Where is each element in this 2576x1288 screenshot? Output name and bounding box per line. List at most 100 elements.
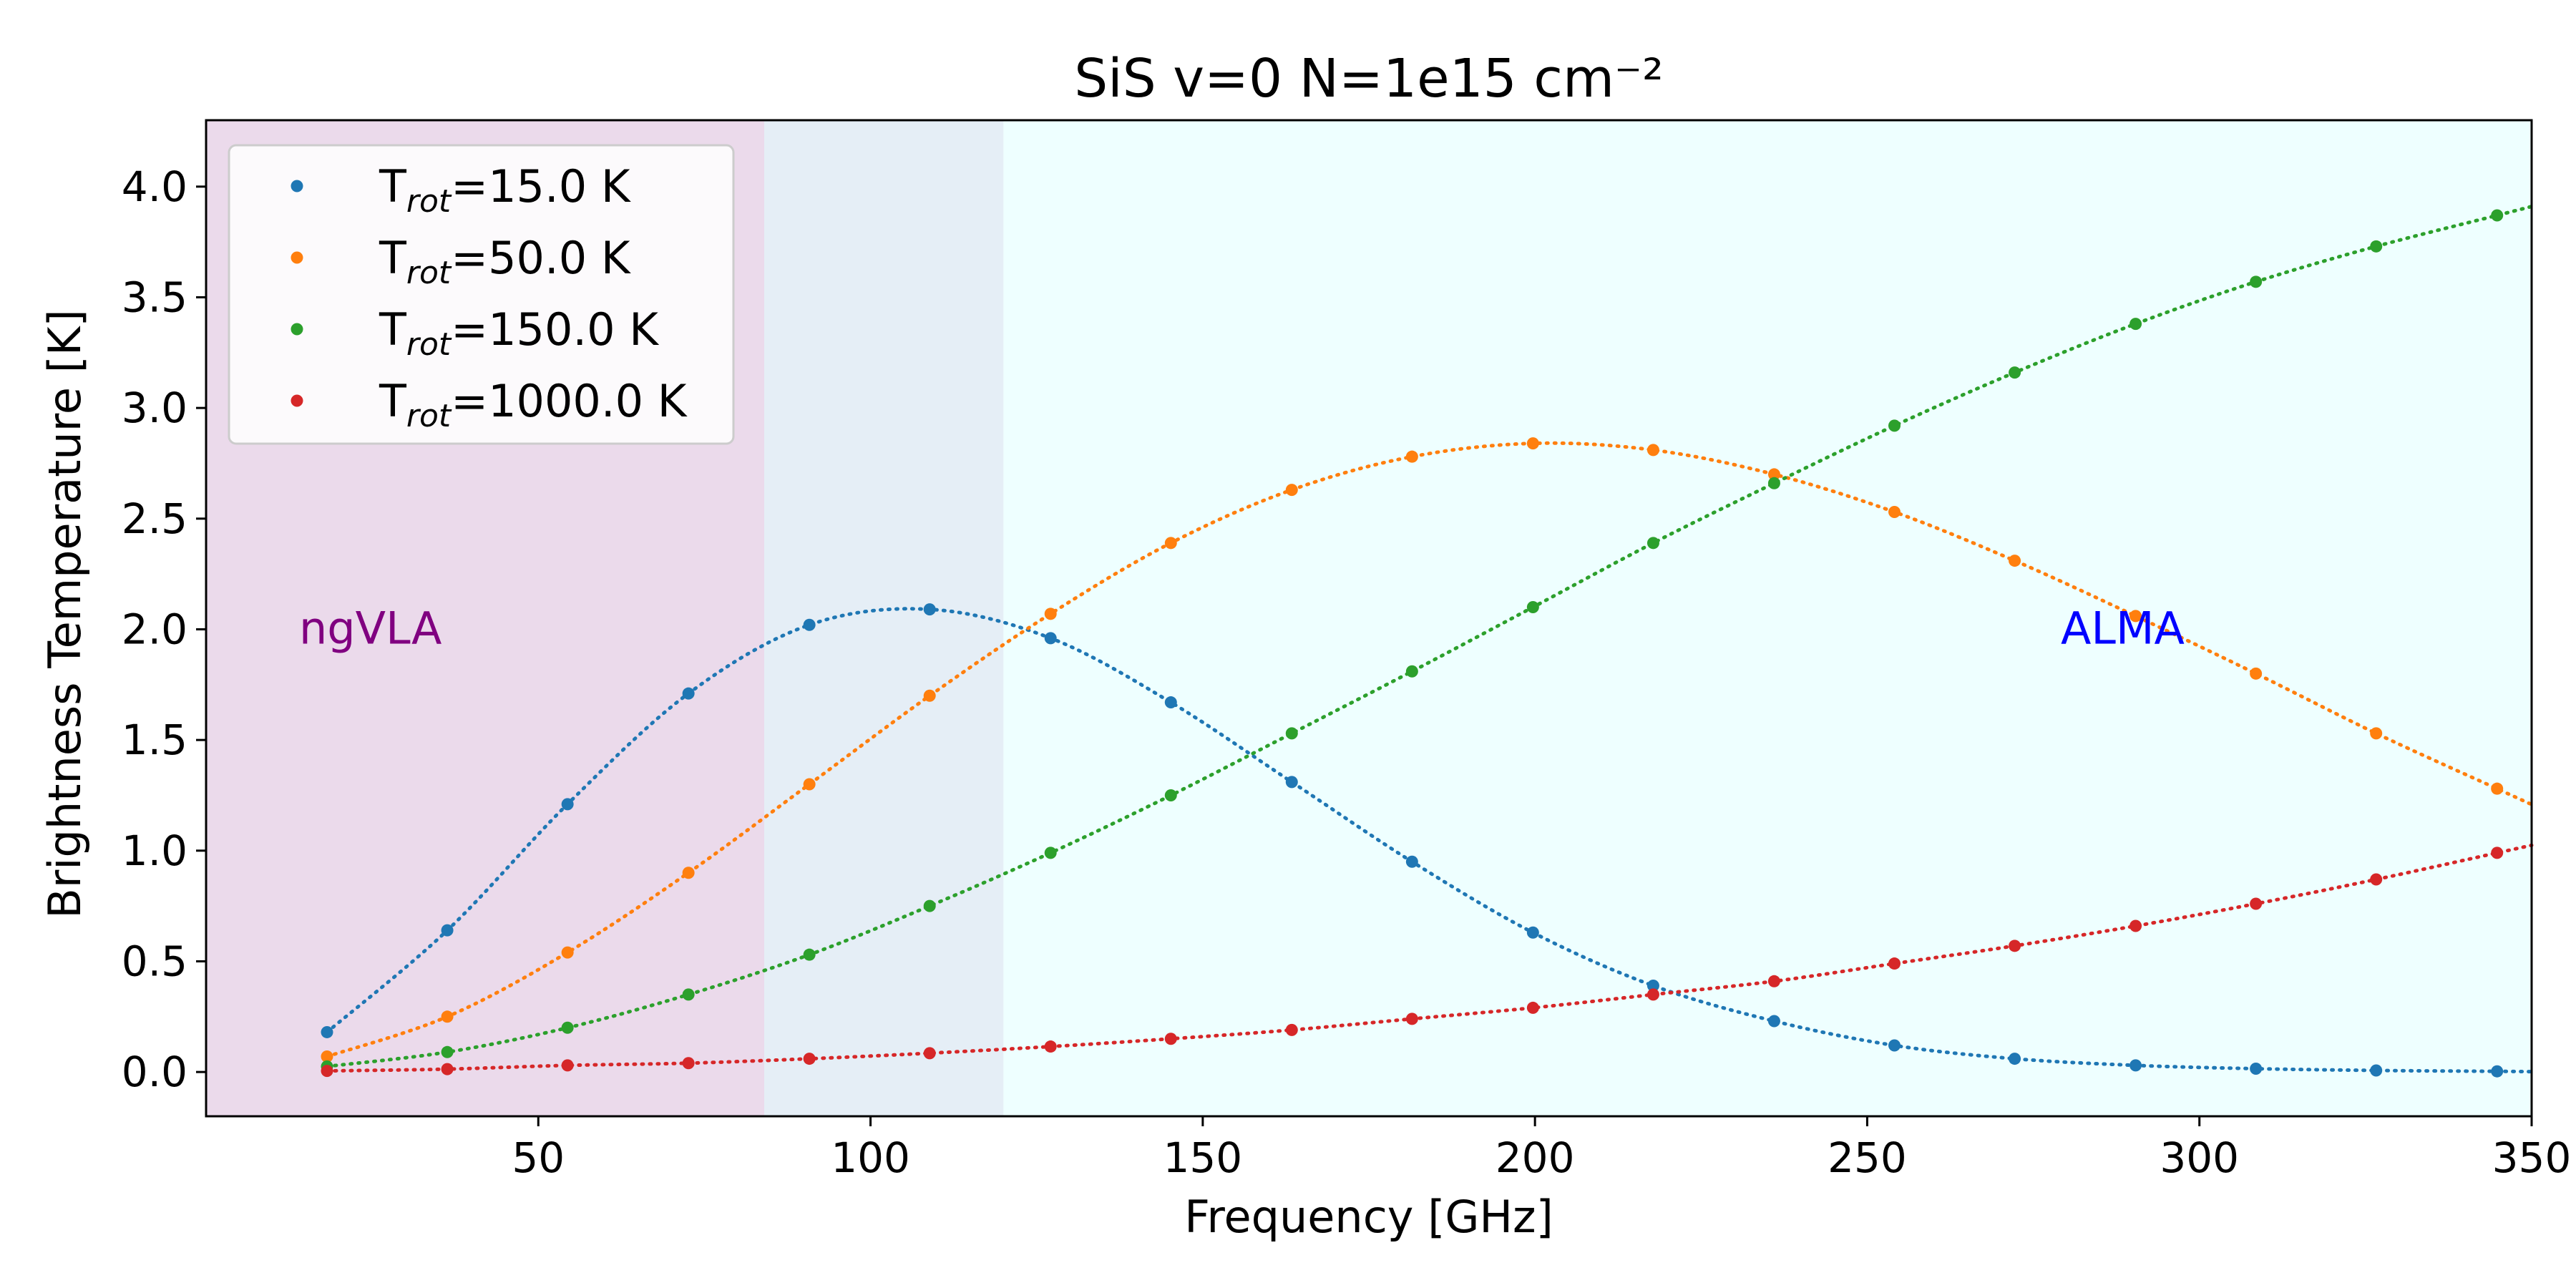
- data-point: [803, 948, 816, 961]
- y-tick-label: 3.0: [122, 384, 187, 432]
- legend: Trot=15.0 K Trot=50.0 K Trot=150.0 K Trot=1…: [228, 144, 735, 445]
- data-point: [441, 924, 454, 937]
- data-point: [682, 1057, 695, 1070]
- data-point: [1405, 1013, 1418, 1025]
- y-tick-label: 2.5: [122, 494, 187, 543]
- data-point: [2491, 782, 2504, 795]
- data-point: [682, 867, 695, 879]
- plot-frame: [205, 119, 2533, 1118]
- data-point: [2250, 275, 2263, 288]
- legend-label: Trot=1000.0 K: [379, 375, 688, 434]
- y-tick-label: 1.0: [122, 826, 187, 875]
- data-point: [923, 1047, 936, 1060]
- y-tick-label: 3.5: [122, 273, 187, 321]
- data-point: [1888, 957, 1901, 970]
- data-point: [2491, 847, 2504, 859]
- data-point: [2370, 727, 2383, 740]
- x-tick-label: 100: [831, 1133, 910, 1182]
- data-point: [441, 1010, 454, 1023]
- legend-label: Trot=15.0 K: [379, 160, 631, 220]
- chart-title: SiS v=0 N=1e15 cm⁻²: [1074, 48, 1664, 109]
- legend-marker: [291, 323, 303, 336]
- data-point: [682, 687, 695, 700]
- data-point: [1767, 468, 1780, 481]
- data-point: [1405, 450, 1418, 463]
- legend-entry: Trot=150.0 K: [291, 303, 659, 363]
- data-point: [923, 603, 936, 616]
- data-point: [1164, 537, 1177, 550]
- data-point: [2009, 366, 2021, 379]
- legend-entry: Trot=15.0 K: [291, 160, 631, 220]
- data-point: [561, 1021, 574, 1034]
- data-point: [2009, 940, 2021, 952]
- data-point: [2129, 610, 2142, 623]
- data-point: [803, 618, 816, 631]
- data-point: [1285, 776, 1298, 789]
- y-tick-label: 2.0: [122, 605, 187, 653]
- region-alma: [764, 120, 2532, 1116]
- data-point: [1405, 665, 1418, 678]
- data-point: [1285, 1023, 1298, 1036]
- data-point: [1526, 601, 1539, 614]
- y-tick-label: 0.0: [122, 1048, 187, 1096]
- legend-marker: [291, 180, 303, 192]
- data-point: [1646, 537, 1659, 550]
- x-tick-label: 50: [512, 1133, 565, 1182]
- data-point: [321, 1025, 333, 1038]
- y-tick-label: 1.5: [122, 716, 187, 764]
- series-3: [321, 843, 2534, 1078]
- data-point: [1526, 437, 1539, 450]
- data-point: [2009, 555, 2021, 567]
- data-point: [2370, 1064, 2383, 1077]
- data-point: [2370, 873, 2383, 886]
- data-point: [803, 778, 816, 791]
- y-axis-label: Brightness Temperature [K]: [39, 309, 91, 918]
- data-point: [1164, 1033, 1177, 1045]
- data-point: [561, 798, 574, 811]
- data-point: [2491, 1065, 2504, 1078]
- data-point: [441, 1063, 454, 1075]
- data-point: [1888, 419, 1901, 432]
- x-tick-label: 150: [1163, 1133, 1242, 1182]
- data-point: [2250, 667, 2263, 680]
- axis-ticks: 50 100 150 200 250 300 350 0.0 0.5 1.0 1.5 2.0 2.5 3.…: [122, 162, 2572, 1182]
- y-tick-label: 4.0: [122, 162, 187, 211]
- legend-label: Trot=50.0 K: [379, 232, 631, 291]
- data-point: [1646, 988, 1659, 1001]
- data-point: [1767, 1015, 1780, 1028]
- data-point: [2129, 919, 2142, 932]
- data-point: [2129, 318, 2142, 331]
- data-point: [682, 988, 695, 1001]
- data-point: [1285, 727, 1298, 740]
- data-point: [923, 899, 936, 912]
- data-point: [1044, 608, 1057, 620]
- series-0: [321, 603, 2534, 1078]
- series-line: [325, 607, 2534, 1074]
- data-point: [2370, 240, 2383, 253]
- data-point: [321, 1065, 333, 1078]
- data-point: [1767, 975, 1780, 987]
- data-point: [561, 946, 574, 959]
- series-2: [321, 205, 2534, 1073]
- region-label-ngvla: ngVLA: [299, 602, 441, 654]
- data-point: [2250, 897, 2263, 910]
- legend-label: Trot=150.0 K: [379, 303, 659, 363]
- data-point: [2129, 1059, 2142, 1072]
- legend-marker: [291, 394, 303, 407]
- data-point: [1044, 847, 1057, 859]
- legend-box: [228, 144, 735, 445]
- data-point: [1164, 696, 1177, 709]
- x-tick-label: 300: [2160, 1133, 2239, 1182]
- data-point: [1164, 789, 1177, 801]
- region-label-alma: ALMA: [2061, 602, 2185, 654]
- x-axis-label: Frequency [GHz]: [1184, 1191, 1553, 1243]
- legend-entry: Trot=50.0 K: [291, 232, 631, 291]
- data-point: [1044, 632, 1057, 645]
- data-point: [2009, 1053, 2021, 1065]
- data-point: [923, 689, 936, 702]
- data-point: [1888, 506, 1901, 519]
- data-point: [321, 1050, 333, 1063]
- data-point: [1405, 855, 1418, 868]
- x-tick-label: 250: [1828, 1133, 1907, 1182]
